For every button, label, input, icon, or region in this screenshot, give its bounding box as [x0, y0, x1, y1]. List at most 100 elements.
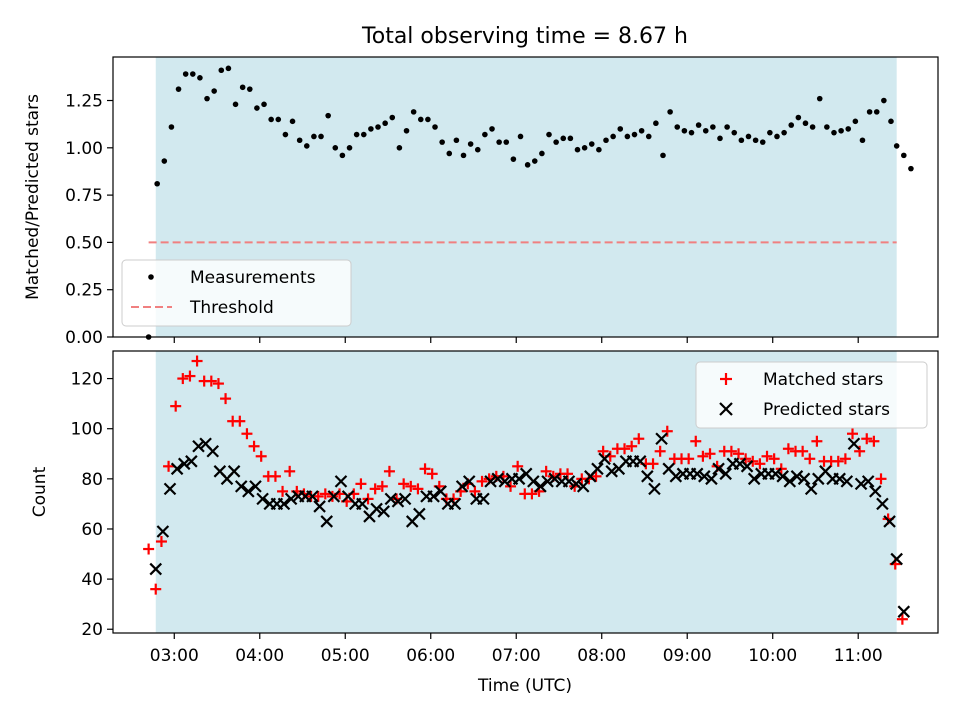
measurement-point	[282, 131, 289, 138]
matched-star-point	[683, 453, 695, 465]
matched-star-point	[191, 355, 203, 367]
predicted-star-point	[633, 455, 647, 468]
measurement-point	[866, 109, 873, 115]
matched-star-point	[725, 445, 737, 457]
count-x-axis: 03:00 04:00 05:00 06:00 07:00 08:00 09:00 10:00…	[150, 633, 883, 666]
measurement-point	[375, 124, 381, 130]
predicted-star-point	[783, 475, 797, 488]
legend-threshold-label: Threshold	[189, 298, 274, 318]
measurement-point	[681, 127, 688, 134]
measurement-point	[539, 150, 545, 157]
predicted-star-point	[833, 472, 846, 486]
matched-star-point	[248, 440, 260, 452]
y-tick-label: 0.25	[65, 281, 103, 301]
predicted-star-point	[384, 492, 398, 506]
predicted-star-point	[847, 437, 861, 451]
measurement-point	[204, 95, 210, 102]
predicted-star-point	[398, 492, 412, 506]
chart-title: Total observing time = 8.67 h	[361, 24, 688, 49]
ratio-plot-frame	[112, 56, 939, 338]
legend-matched-label: Matched stars	[763, 370, 883, 390]
measurement-point	[360, 131, 367, 138]
measurement-point	[161, 158, 168, 164]
predicted-star-point	[747, 472, 761, 486]
y-tick-label: 0.75	[65, 186, 103, 206]
predicted-star-point	[163, 482, 177, 496]
predicted-stars-points	[149, 432, 911, 618]
predicted-star-point	[854, 477, 868, 491]
measurement-point	[410, 109, 417, 115]
x-tick-label: 11:00	[834, 646, 883, 666]
predicted-star-point	[804, 482, 818, 496]
predicted-star-point	[427, 490, 440, 503]
predicted-star-point	[669, 470, 683, 483]
measurement-point	[417, 116, 424, 123]
predicted-star-point	[413, 507, 426, 521]
predicted-star-point	[256, 492, 269, 506]
matched-star-point	[220, 393, 232, 405]
matched-star-point	[469, 485, 481, 497]
x-tick-label: 04:00	[235, 646, 284, 666]
matched-star-point	[277, 485, 289, 497]
matched-star-point	[177, 373, 189, 385]
predicted-star-point	[391, 495, 405, 508]
predicted-star-point	[876, 497, 889, 511]
matched-star-point	[626, 440, 638, 452]
predicted-star-point	[698, 470, 711, 483]
y-tick-label: 80	[81, 470, 103, 490]
predicted-star-point	[462, 475, 476, 488]
predicted-star-point	[356, 497, 369, 511]
predicted-star-point	[484, 475, 497, 488]
matched-star-point	[163, 460, 175, 472]
matched-star-point	[205, 375, 217, 387]
measurement-point	[474, 146, 481, 153]
predicted-star-point	[861, 475, 875, 488]
measurement-point	[403, 127, 410, 134]
measurement-point	[168, 124, 175, 130]
ratio-legend: Measurements Threshold	[121, 259, 352, 327]
matched-star-point	[804, 453, 816, 465]
y-tick-label: 0.00	[65, 328, 103, 348]
x-tick-label: 08:00	[577, 646, 626, 666]
matched-star-point	[697, 450, 709, 462]
legend-matched-marker	[720, 373, 732, 385]
measurement-point	[901, 152, 907, 159]
matched-star-point	[269, 470, 281, 482]
matched-star-point	[811, 435, 823, 447]
measurement-point	[182, 71, 189, 77]
measurement-point	[546, 131, 552, 138]
predicted-star-point	[790, 470, 804, 483]
measurement-point	[667, 109, 673, 115]
predicted-star-point	[477, 492, 490, 506]
x-tick-label: 06:00	[406, 646, 455, 666]
measurement-point	[738, 137, 745, 144]
measurement-point	[581, 145, 588, 151]
measurement-point	[261, 101, 267, 108]
measurement-point	[303, 143, 310, 149]
matched-star-point	[875, 473, 887, 485]
predicted-star-point	[242, 485, 255, 498]
predicted-star-point	[284, 492, 298, 506]
matched-star-point	[761, 450, 773, 462]
predicted-star-point	[277, 497, 291, 511]
measurement-point	[311, 133, 317, 140]
measurement-point	[824, 124, 830, 130]
measurement-point	[653, 120, 659, 127]
measurement-point	[603, 137, 609, 144]
measurement-point	[560, 135, 567, 142]
matched-star-point	[476, 475, 488, 487]
measurement-point	[439, 139, 445, 145]
measurement-point	[638, 127, 645, 134]
measurement-point	[553, 139, 559, 145]
count-x-axis-label: Time (UTC)	[477, 676, 572, 696]
predicted-star-point	[641, 470, 654, 483]
matched-star-point	[150, 583, 162, 595]
matched-star-point	[312, 490, 324, 502]
measurement-point	[254, 105, 260, 111]
measurement-point	[524, 162, 531, 168]
matched-star-point	[590, 470, 602, 482]
measurement-point	[845, 126, 852, 132]
measurement-point	[859, 137, 866, 144]
measurement-point	[852, 118, 859, 125]
measurement-point	[688, 129, 695, 136]
